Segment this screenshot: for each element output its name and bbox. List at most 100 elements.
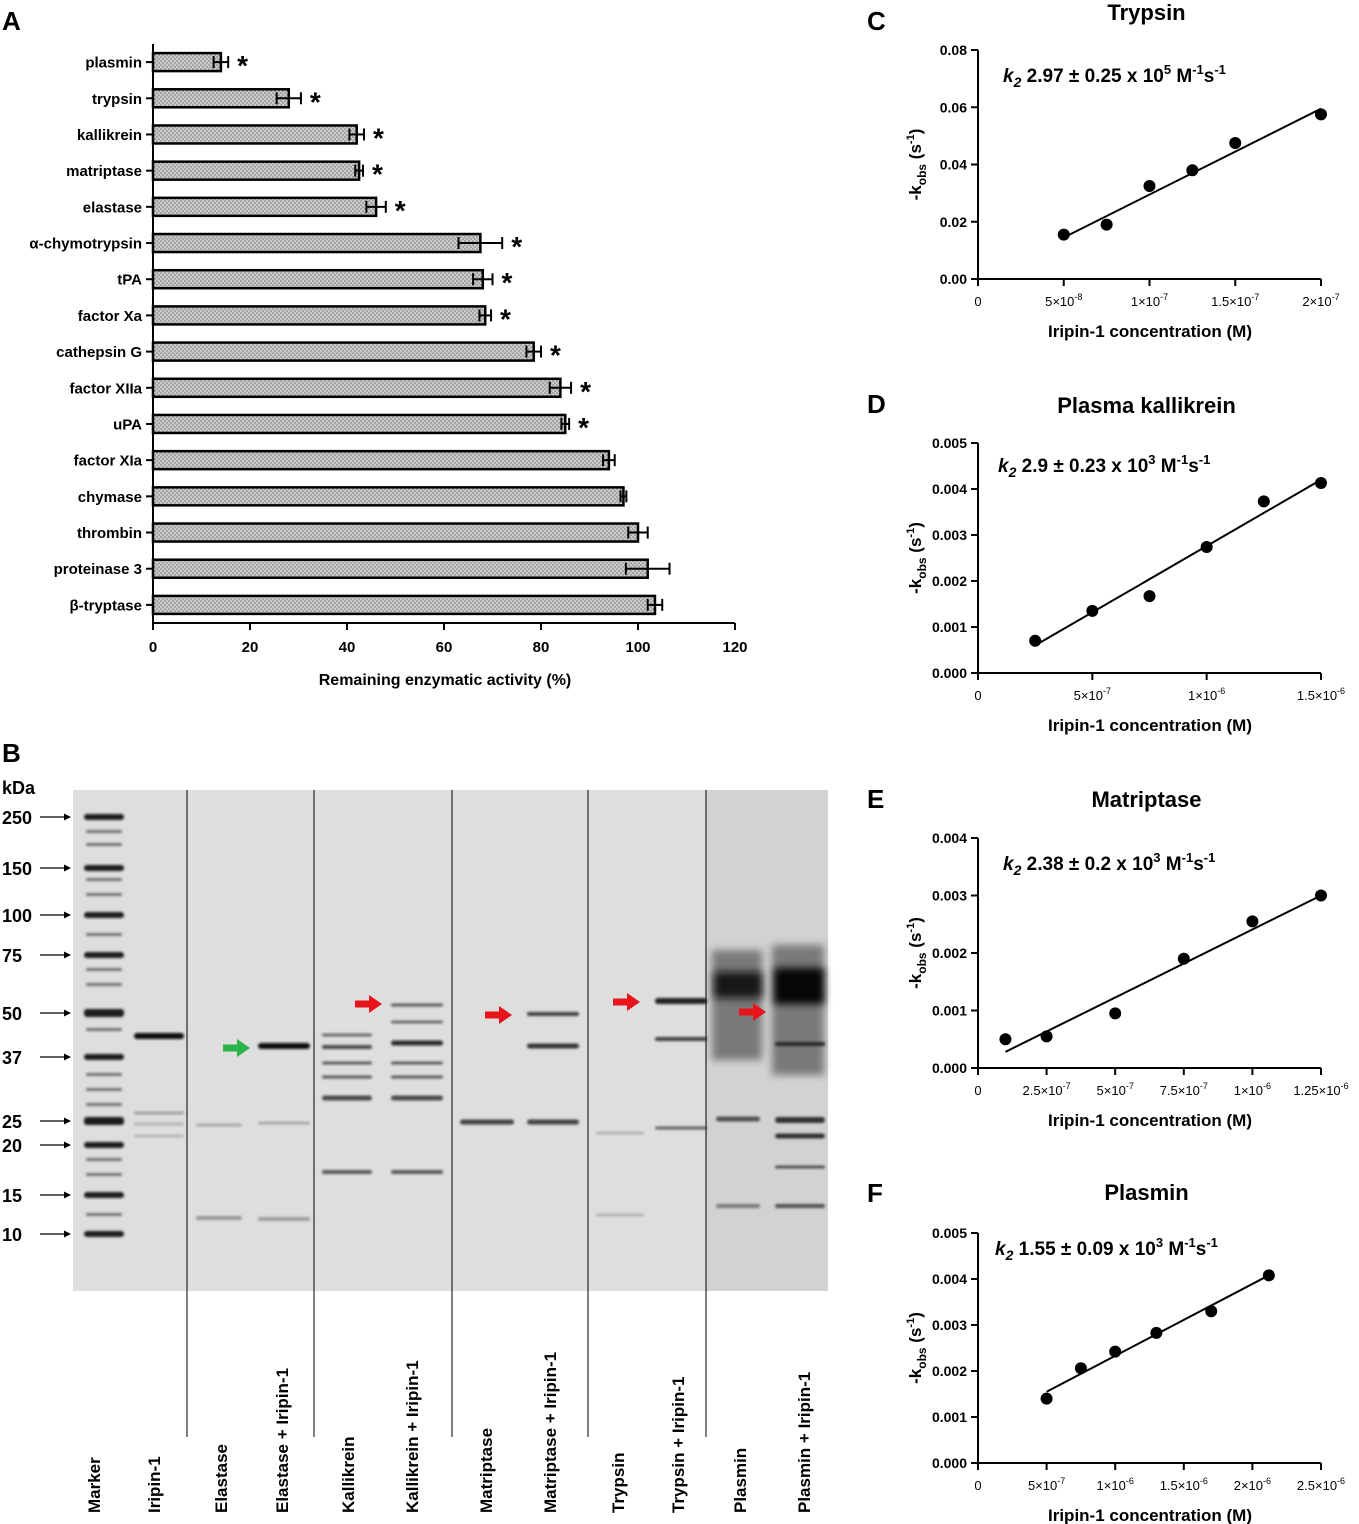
x-tick-exponent: -6 [1337,686,1345,696]
protein-band [391,1003,443,1007]
x-tick-mantissa: 5×10 [1045,294,1074,309]
y-title-exp: -1 [905,134,917,144]
protein-band [775,1117,825,1123]
lane-label: Trypsin + Iripin-1 [669,1376,688,1513]
data-point [1315,108,1327,121]
bar [151,413,567,435]
annotation-k: k [1003,66,1015,87]
significance-star: * [580,376,591,407]
data-point [1100,218,1113,231]
annotation-main: 1.55 ± 0.09 x 10 [1013,1239,1155,1260]
x-tick-label: 1×10-6 [1234,1081,1271,1098]
rate-constant-annotation: k2 1.55 ± 0.09 x 103 M-1s-1 [995,1235,1218,1263]
category-label: thrombin [77,525,142,542]
x-tick-mantissa: 2.5×10 [1023,1083,1063,1098]
annotation-unit-exp: -1 [1182,850,1194,865]
bar [151,51,223,73]
protein-band [134,1134,184,1138]
x-tick-label: 5×10-7 [1074,686,1111,703]
lane-label: Plasmin [731,1448,750,1513]
marker-band [84,1009,124,1017]
marker-label: 37 [2,1048,22,1068]
x-tick-label: 2.5×10-6 [1297,1476,1345,1493]
marker-pointer-head [64,1230,71,1238]
significance-star: * [578,412,589,443]
y-tick-label: 0.003 [932,1317,967,1333]
x-axis-title: Iripin-1 concentration (M) [1048,1506,1252,1524]
protein-band [322,1061,372,1065]
x-tick-label: 2×10-6 [1234,1476,1271,1493]
data-point [1205,1305,1218,1318]
x-tick-mantissa: 1×10 [1097,1478,1126,1493]
marker-faint-band [86,1158,122,1161]
data-point [1177,952,1190,965]
bar [151,88,291,109]
protein-band [391,1095,443,1101]
x-tick-label: 0 [974,688,981,703]
marker-pointer-head [64,1117,71,1125]
rate-constant-annotation: k2 2.38 ± 0.2 x 103 M-1s-1 [1003,850,1215,878]
x-tick-label: 7.5×10-7 [1160,1081,1208,1098]
y-title-exp: -1 [905,1318,917,1328]
marker-faint-band [86,1088,122,1091]
x-tick-label: 40 [339,639,356,656]
gel-bands [84,790,825,1291]
category-label: trypsin [92,91,142,108]
y-tick-label: 0.004 [932,1271,967,1287]
x-tick-label: 1×10-6 [1188,686,1225,703]
chart-title: Plasma kallikrein [1057,393,1236,418]
y-tick-label: 0.003 [932,888,967,904]
x-tick-label: 1.5×10-6 [1297,686,1345,703]
lane-label: Marker [85,1457,104,1513]
y-axis-title: -kobs (s-1) [905,917,929,989]
lane-label: Plasmin + Iripin-1 [795,1372,814,1513]
y-title-sub: obs [915,1347,929,1369]
annotation-sub: 2 [1013,862,1022,878]
bar [151,558,649,579]
x-axis-title: Remaining enzymatic activity (%) [319,672,572,689]
red-arrow [739,1003,766,1021]
annotation-s-exp: -1 [1199,452,1211,467]
scatter-chart-matriptase: Matriptase 0.000 0.001 0.002 0.003 0.004 0 2.5×… [905,787,1349,1130]
bar [151,522,640,543]
protein-band [391,1020,443,1024]
iripin-band [134,1033,184,1039]
scatter-chart-plasma-kallikrein: Plasma kallikrein 0.000 0.001 0.002 0.003 0.0… [905,393,1345,735]
y-title-exp: -1 [905,923,917,933]
protein-band [196,1123,242,1127]
data-point [1262,1269,1275,1282]
x-tick-mantissa: 1×10 [1131,294,1160,309]
marker-faint-band [86,1173,122,1176]
y-tick-label: 0.000 [932,1455,967,1471]
significance-star: * [372,159,383,190]
y-title-sub: obs [915,164,929,186]
marker-pointer-head [64,813,71,821]
annotation-unit-exp: -1 [1184,1235,1196,1250]
protein-band [134,1111,184,1115]
x-tick-exponent: -7 [1332,292,1340,302]
protein-band [258,1121,310,1125]
protein-band [655,1037,707,1041]
annotation-exp: 3 [1153,850,1160,865]
x-tick-exponent: -7 [1200,1081,1208,1091]
x-tick-exponent: -7 [1160,292,1168,302]
bar [151,594,657,616]
category-label: factor Xa [78,308,143,325]
marker-label: 10 [2,1225,22,1245]
lane-label: Kallikrein + Iripin-1 [403,1360,422,1513]
significance-star: * [373,122,384,153]
x-tick-exponent: -7 [1251,292,1259,302]
data-point [1143,590,1156,603]
x-tick-mantissa: 1×10 [1188,688,1217,703]
y-axis-title: -kobs (s-1) [905,1312,929,1384]
category-label: β-tryptase [69,597,142,614]
annotation-k: k [995,1239,1007,1260]
x-tick-label: 0 [974,1083,981,1098]
x-tick-exponent: -7 [1063,1081,1071,1091]
protein-band [775,1133,825,1139]
protein-band [655,1126,707,1130]
significance-star: * [550,340,561,371]
marker-label: 25 [2,1112,22,1132]
y-tick-label: 0.001 [932,619,967,635]
y-tick-label: 0.08 [940,42,967,58]
